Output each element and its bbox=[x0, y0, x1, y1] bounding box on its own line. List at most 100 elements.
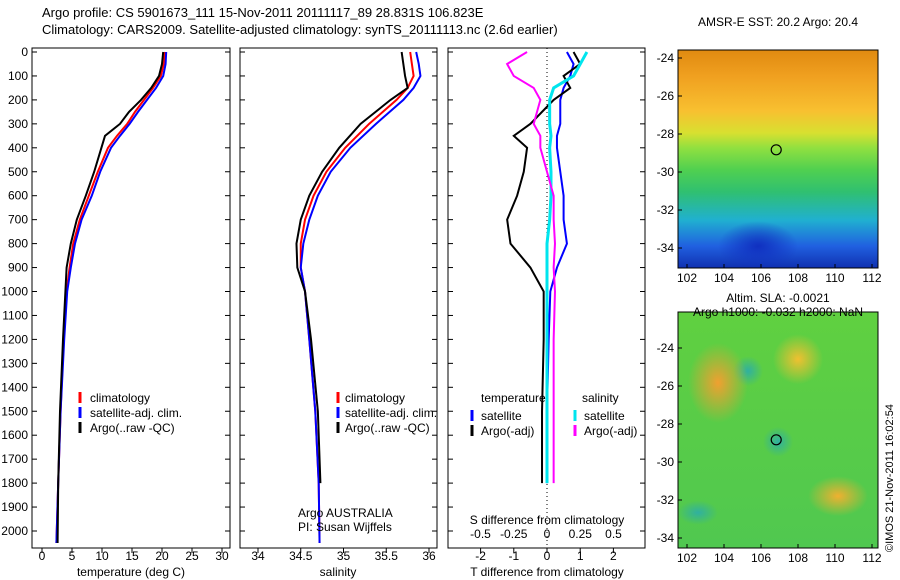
depth-tick-label: 1500 bbox=[1, 404, 28, 418]
x2-tick-label: 0.5 bbox=[605, 527, 622, 541]
map-y-tick-label: -26 bbox=[657, 89, 675, 103]
x-tick-label: 20 bbox=[155, 549, 169, 563]
legend-label: Argo(..raw -QC) bbox=[90, 421, 175, 435]
x-axis-label: temperature (deg C) bbox=[77, 565, 185, 579]
temperature-panel bbox=[31, 47, 231, 549]
depth-tick-label: 1900 bbox=[1, 500, 28, 514]
depth-tick-label: 1000 bbox=[1, 285, 28, 299]
salinity-panel bbox=[239, 47, 438, 549]
temperature-line-1 bbox=[55, 51, 168, 544]
x2-tick-label: 0 bbox=[544, 527, 551, 541]
depth-tick-label: 1100 bbox=[2, 308, 28, 322]
depth-tick-label: 1800 bbox=[1, 476, 28, 490]
x-axis-label: salinity bbox=[320, 565, 357, 579]
x-tick-label: 10 bbox=[95, 549, 109, 563]
x-tick-label: 34.5 bbox=[289, 549, 313, 563]
map-frame bbox=[677, 311, 879, 549]
x-tick-label: -2 bbox=[475, 549, 486, 563]
legend-label: satellite-adj. clim. bbox=[345, 406, 437, 420]
title-line-1: Argo profile: CS 5901673_111 15-Nov-2011… bbox=[42, 5, 484, 20]
map-x-tick-label: 112 bbox=[862, 271, 881, 285]
x-tick-label: 15 bbox=[125, 549, 139, 563]
credit-label: ©IMOS 21-Nov-2011 16:02:54 bbox=[884, 404, 896, 552]
legend-label: satellite-adj. clim. bbox=[90, 406, 182, 420]
x-tick-label: 5 bbox=[69, 549, 76, 563]
depth-tick-label: 2000 bbox=[1, 524, 28, 538]
x-tick-label: 0 bbox=[544, 549, 551, 563]
map-y-tick-label: -34 bbox=[657, 241, 675, 255]
x-tick-label: 2 bbox=[610, 549, 617, 563]
annotation: PI: Susan Wijffels bbox=[298, 520, 392, 534]
depth-tick-label: 1700 bbox=[1, 452, 28, 466]
legend-label: satellite bbox=[584, 409, 625, 423]
depth-tick-label: 1400 bbox=[1, 380, 28, 394]
depth-tick-label: 600 bbox=[8, 189, 28, 203]
depth-tick-label: 800 bbox=[8, 237, 28, 251]
legend-title: salinity bbox=[582, 391, 619, 405]
difference-line-3 bbox=[505, 51, 556, 484]
depth-tick-label: 1200 bbox=[1, 332, 28, 346]
map-x-tick-label: 108 bbox=[788, 271, 808, 285]
map-y-tick-label: -32 bbox=[657, 203, 675, 217]
temperature-line-2 bbox=[56, 51, 165, 543]
argo-location-marker bbox=[770, 144, 782, 156]
x-tick-label: 25 bbox=[185, 549, 199, 563]
map-x-tick-label: 104 bbox=[714, 271, 734, 285]
salinity-line-2 bbox=[295, 51, 409, 484]
x2-tick-label: -0.5 bbox=[470, 527, 491, 541]
sla-map-title-1: Altim. SLA: -0.0021 bbox=[726, 291, 830, 305]
map-y-tick-label: -24 bbox=[657, 341, 675, 355]
map-y-tick-label: -30 bbox=[657, 455, 675, 469]
sst-map bbox=[678, 50, 878, 268]
legend-label: Argo(-adj) bbox=[481, 424, 534, 438]
x-tick-label: 30 bbox=[215, 549, 229, 563]
title-line-2: Climatology: CARS2009. Satellite-adjuste… bbox=[42, 22, 558, 37]
map-y-tick-label: -28 bbox=[657, 127, 675, 141]
map-x-tick-label: 112 bbox=[862, 551, 881, 565]
sla-map-title-2: Argo h1000: -0.032 h2000: NaN bbox=[693, 305, 863, 319]
map-x-tick-label: 102 bbox=[677, 271, 697, 285]
legend-label: climatology bbox=[345, 391, 405, 405]
legend-label: Argo(..raw -QC) bbox=[345, 421, 430, 435]
x2-tick-label: 0.25 bbox=[569, 527, 593, 541]
difference-line-2 bbox=[545, 51, 589, 484]
map-x-tick-label: 108 bbox=[788, 551, 808, 565]
depth-tick-label: 500 bbox=[8, 165, 28, 179]
map-x-tick-label: 110 bbox=[825, 551, 844, 565]
annotation: Argo AUSTRALIA bbox=[298, 506, 393, 520]
salinity-line-1 bbox=[299, 51, 422, 543]
depth-tick-label: 300 bbox=[8, 117, 28, 131]
map-y-tick-label: -34 bbox=[657, 531, 675, 545]
temperature-line-0 bbox=[55, 51, 166, 544]
map-x-tick-label: 110 bbox=[825, 271, 844, 285]
depth-tick-label: 400 bbox=[8, 141, 28, 155]
legend-label: climatology bbox=[90, 391, 150, 405]
depth-tick-label: 1300 bbox=[1, 356, 28, 370]
legend-label: Argo(-adj) bbox=[584, 424, 637, 438]
x-tick-label: 35.5 bbox=[375, 549, 399, 563]
sst-map-title: AMSR-E SST: 20.2 Argo: 20.4 bbox=[698, 15, 858, 29]
depth-tick-label: 100 bbox=[8, 69, 28, 83]
x-tick-label: 34 bbox=[251, 549, 265, 563]
map-x-tick-label: 106 bbox=[751, 551, 771, 565]
difference-line-1 bbox=[506, 51, 582, 484]
x-tick-label: -1 bbox=[508, 549, 519, 563]
legend-title: temperature bbox=[481, 391, 546, 405]
depth-tick-label: 0 bbox=[21, 45, 28, 59]
map-x-tick-label: 106 bbox=[751, 271, 771, 285]
legend-label: satellite bbox=[481, 409, 522, 423]
map-y-tick-label: -26 bbox=[657, 379, 675, 393]
depth-tick-label: 900 bbox=[8, 261, 28, 275]
difference-line-0 bbox=[546, 51, 575, 484]
depth-tick-label: 200 bbox=[8, 93, 28, 107]
x-tick-label: 36 bbox=[422, 549, 436, 563]
map-y-tick-label: -28 bbox=[657, 417, 675, 431]
map-y-tick-label: -30 bbox=[657, 165, 675, 179]
map-frame bbox=[677, 49, 879, 269]
x-tick-label: 35 bbox=[337, 549, 351, 563]
depth-tick-label: 1600 bbox=[1, 428, 28, 442]
map-y-tick-label: -32 bbox=[657, 493, 675, 507]
argo-location-marker bbox=[770, 434, 782, 446]
